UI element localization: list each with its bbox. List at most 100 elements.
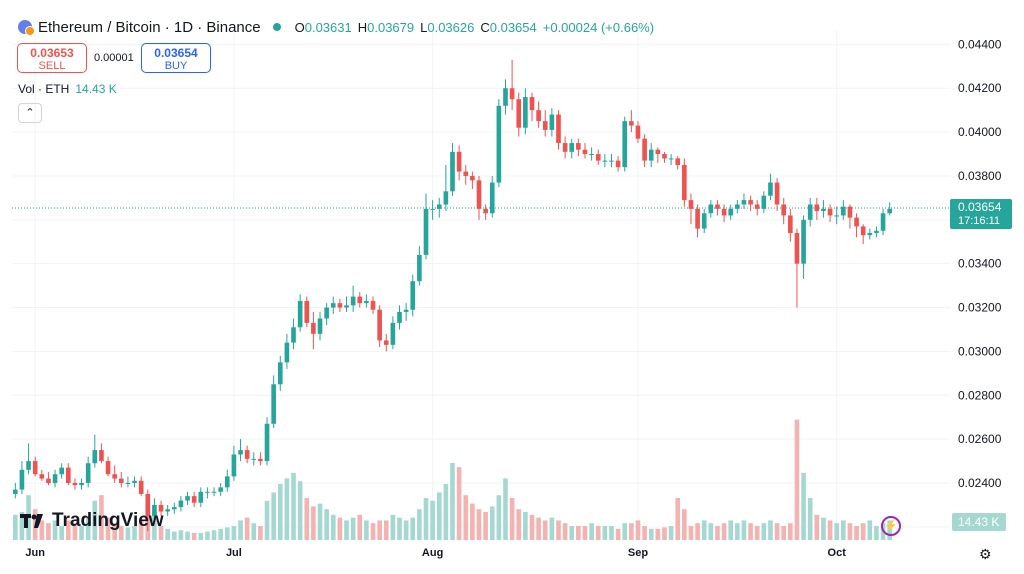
candle — [251, 452, 257, 466]
volume-bar — [695, 523, 700, 540]
candle — [509, 59, 515, 111]
time-tick-label: Oct — [828, 547, 847, 559]
candle — [65, 463, 71, 486]
candle — [112, 465, 117, 483]
volume-bar — [509, 498, 515, 540]
candle-body — [456, 151, 462, 172]
volume-bar — [52, 520, 58, 540]
candle — [430, 200, 435, 220]
candle-body — [277, 362, 283, 385]
candle — [622, 116, 628, 172]
candle-body — [364, 300, 369, 304]
candle — [291, 318, 296, 350]
candle-body — [562, 143, 568, 152]
settings-gear-icon[interactable]: ⚙ — [979, 546, 992, 562]
candle-body — [867, 232, 873, 236]
candle-body — [165, 509, 170, 512]
candle — [834, 206, 840, 225]
candle-body — [12, 489, 18, 494]
change-value: +0.00024 (+0.66%) — [542, 19, 655, 35]
candle — [807, 197, 813, 227]
candle-body — [735, 204, 740, 209]
candle — [814, 197, 820, 220]
volume-bar — [238, 520, 243, 540]
candle-body — [383, 340, 389, 345]
candle-body — [52, 474, 58, 483]
candle-body — [476, 180, 482, 209]
candle — [423, 193, 429, 260]
volume-bar — [748, 523, 753, 540]
candle — [105, 456, 111, 477]
volume-bar — [105, 517, 111, 540]
candle — [364, 294, 369, 308]
candle — [635, 121, 641, 144]
candle — [383, 333, 389, 352]
volume-bar — [622, 523, 628, 540]
candle-body — [211, 491, 217, 493]
volume-bar — [370, 523, 376, 540]
candle-body — [615, 160, 621, 168]
candle-body — [807, 204, 813, 220]
candle — [218, 482, 223, 497]
candle-body — [79, 482, 84, 486]
volume-bar — [688, 526, 694, 540]
collapse-legend-button[interactable]: ⌃ — [18, 103, 42, 123]
high-label: H — [357, 19, 368, 35]
volume-legend[interactable]: Vol · ETH 14.43 K — [18, 82, 117, 96]
candle — [549, 107, 555, 137]
candle-body — [32, 461, 38, 475]
candle-body — [701, 213, 707, 229]
candle — [39, 469, 45, 481]
candle-body — [311, 322, 316, 334]
candle-body — [761, 195, 767, 209]
candle — [788, 208, 793, 242]
symbol-title[interactable]: Ethereum / Bitcoin · 1D · Binance — [38, 18, 261, 36]
candle-body — [602, 160, 608, 162]
candle — [887, 202, 893, 216]
candle-body — [171, 507, 177, 510]
candle — [867, 228, 873, 240]
candle-body — [821, 208, 826, 212]
volume-bar — [251, 523, 257, 540]
sell-button[interactable]: 0.03653 SELL — [17, 43, 87, 73]
candle-body — [549, 114, 555, 130]
candle — [92, 434, 98, 468]
volume-bar — [191, 533, 197, 540]
candle — [648, 143, 654, 168]
candle — [72, 478, 78, 490]
candle — [854, 213, 859, 238]
candle — [317, 311, 323, 341]
price-tick-label: 0.02600 — [958, 432, 1002, 446]
volume-bar — [258, 526, 263, 540]
candle-body — [152, 504, 157, 516]
spread-value: 0.00001 — [94, 52, 134, 64]
candle-body — [595, 154, 601, 161]
candle-body — [244, 450, 250, 459]
candle-body — [132, 480, 137, 483]
time-axis[interactable]: JunJulAugSepOctNov — [25, 547, 1024, 559]
candle — [205, 487, 210, 499]
tradingview-logo[interactable]: TradingView — [20, 510, 164, 532]
volume-bar — [470, 503, 475, 540]
candle — [708, 200, 714, 218]
volume-bar — [529, 514, 535, 540]
volume-bar — [12, 514, 18, 540]
price-axis[interactable]: 0.044000.042000.040000.038000.036000.034… — [958, 37, 1002, 533]
candle — [12, 482, 18, 499]
volume-bar — [781, 526, 787, 540]
candle-body — [874, 230, 879, 233]
candle-body — [191, 496, 197, 503]
candle-body — [297, 300, 303, 328]
buy-button[interactable]: 0.03654 BUY — [141, 43, 211, 73]
lightning-icon[interactable]: ⚡ — [881, 516, 901, 536]
candle — [244, 445, 250, 464]
candle-body — [688, 200, 694, 209]
volume-bar — [496, 495, 502, 540]
time-tick-label: Aug — [422, 547, 443, 559]
candle-body — [715, 204, 720, 209]
symbol-header[interactable]: Ethereum / Bitcoin · 1D · Binance O 0.036… — [18, 16, 654, 38]
candle — [874, 226, 879, 238]
candle-body — [317, 318, 323, 334]
volume-bars — [12, 419, 893, 540]
